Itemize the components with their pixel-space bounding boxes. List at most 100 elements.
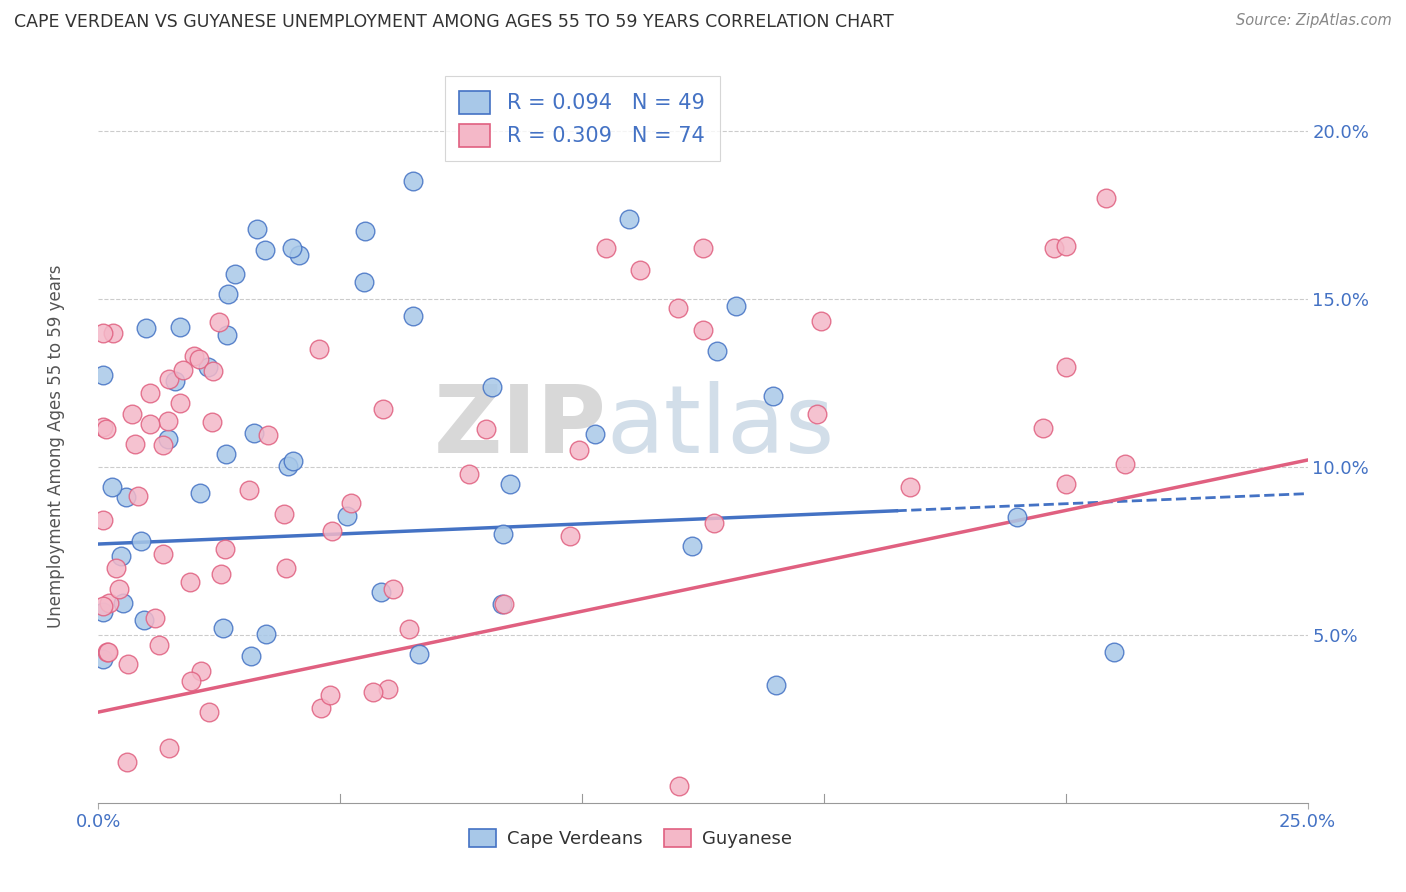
Point	[179, 574, 201, 589]
Point	[806, 407, 828, 421]
Point	[628, 263, 651, 277]
Point	[1043, 241, 1066, 255]
Point	[702, 516, 724, 530]
Text: CAPE VERDEAN VS GUYANESE UNEMPLOYMENT AMONG AGES 55 TO 59 YEARS CORRELATION CHAR: CAPE VERDEAN VS GUYANESE UNEMPLOYMENT AM…	[14, 13, 894, 31]
Point	[152, 547, 174, 561]
Point	[682, 540, 704, 554]
Point	[498, 476, 520, 491]
Point	[311, 700, 333, 714]
Point	[273, 508, 295, 522]
Point	[340, 496, 363, 510]
Point	[183, 349, 205, 363]
Point	[276, 561, 298, 575]
Point	[558, 529, 581, 543]
Point	[1032, 421, 1054, 435]
Point	[692, 323, 714, 337]
Point	[172, 362, 194, 376]
Point	[157, 740, 180, 755]
Point	[139, 385, 162, 400]
Point	[157, 372, 180, 386]
Point	[121, 407, 143, 421]
Point	[253, 244, 276, 258]
Point	[568, 443, 591, 458]
Point	[1054, 238, 1077, 252]
Point	[725, 299, 748, 313]
Point	[353, 275, 375, 289]
Point	[197, 359, 219, 374]
Point	[110, 549, 132, 563]
Point	[215, 327, 238, 342]
Point	[91, 599, 114, 613]
Point	[91, 513, 114, 527]
Point	[277, 459, 299, 474]
Text: Unemployment Among Ages 55 to 59 years: Unemployment Among Ages 55 to 59 years	[48, 264, 65, 628]
Point	[94, 422, 117, 436]
Point	[240, 649, 263, 664]
Point	[692, 241, 714, 255]
Point	[595, 241, 617, 255]
Point	[373, 402, 395, 417]
Point	[243, 425, 266, 440]
Point	[190, 664, 212, 678]
Point	[188, 486, 211, 500]
Point	[202, 364, 225, 378]
Point	[97, 645, 120, 659]
Point	[481, 380, 503, 394]
Point	[103, 326, 125, 341]
Point	[617, 212, 640, 227]
Point	[91, 420, 114, 434]
Point	[188, 351, 211, 366]
Point	[148, 638, 170, 652]
Point	[762, 389, 785, 403]
Point	[706, 344, 728, 359]
Point	[91, 652, 114, 666]
Point	[238, 483, 260, 498]
Point	[91, 368, 114, 382]
Point	[1102, 644, 1125, 658]
Point	[215, 447, 238, 461]
Point	[207, 315, 229, 329]
Text: ZIP: ZIP	[433, 381, 606, 473]
Point	[408, 647, 430, 661]
Point	[321, 524, 343, 539]
Point	[898, 480, 921, 494]
Point	[143, 611, 166, 625]
Point	[1007, 510, 1029, 524]
Point	[101, 480, 124, 494]
Point	[214, 542, 236, 557]
Point	[104, 561, 127, 575]
Point	[108, 582, 131, 596]
Point	[134, 614, 156, 628]
Point	[1054, 360, 1077, 375]
Text: atlas: atlas	[606, 381, 835, 473]
Point	[810, 314, 832, 328]
Point	[211, 621, 233, 635]
Point	[308, 342, 330, 356]
Point	[1095, 191, 1118, 205]
Point	[169, 395, 191, 409]
Point	[319, 688, 342, 702]
Point	[336, 509, 359, 524]
Point	[224, 267, 246, 281]
Point	[492, 597, 515, 611]
Point	[127, 489, 149, 503]
Point	[354, 224, 377, 238]
Point	[209, 567, 232, 582]
Point	[117, 657, 139, 672]
Point	[96, 645, 118, 659]
Point	[457, 467, 479, 482]
Point	[254, 626, 277, 640]
Point	[668, 779, 690, 793]
Point	[398, 622, 420, 636]
Point	[200, 415, 222, 429]
Point	[402, 174, 425, 188]
Point	[281, 241, 304, 255]
Point	[1114, 457, 1136, 471]
Point	[115, 490, 138, 504]
Point	[361, 685, 384, 699]
Point	[475, 422, 498, 436]
Point	[139, 417, 162, 431]
Point	[131, 533, 153, 548]
Point	[135, 320, 157, 334]
Point	[382, 582, 405, 596]
